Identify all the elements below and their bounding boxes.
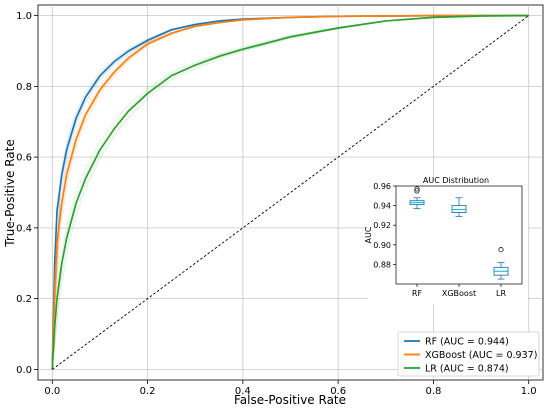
roc-curves <box>51 14 529 370</box>
y-tick-label: 0.0 <box>16 365 32 376</box>
inset-x-ticks: RF XGBoost LR <box>412 284 506 298</box>
inset-y-axis-title: AUC <box>364 226 373 243</box>
roc-curve-2 <box>51 14 529 370</box>
inset-x-tick-label: LR <box>496 289 506 298</box>
inset-boxplots <box>409 186 509 280</box>
inset-box-lr <box>493 247 509 280</box>
x-tick-label: 1.0 <box>521 386 537 397</box>
inset-y-tick-label: 0.94 <box>373 202 391 211</box>
y-tick-label: 1.0 <box>16 11 32 22</box>
legend-label: XGBoost (AUC = 0.937) <box>425 350 537 361</box>
legend: RF (AUC = 0.944) XGBoost (AUC = 0.937) LR … <box>397 331 540 377</box>
inset-title: AUC Distribution <box>423 176 489 185</box>
outlier-point <box>498 247 504 253</box>
legend-frame <box>397 331 540 377</box>
inset-y-tick-label: 0.96 <box>373 182 391 191</box>
y-tick-label: 0.6 <box>16 153 32 164</box>
outlier-point <box>414 186 420 192</box>
y-tick-label: 0.2 <box>16 294 32 305</box>
x-tick-label: 0.8 <box>425 386 441 397</box>
x-axis-title: False-Positive Rate <box>234 393 346 407</box>
inset-y-ticks: 0.88 0.90 0.92 0.94 0.96 <box>373 182 396 269</box>
y-axis-ticks: 0.0 0.2 0.4 0.6 0.8 1.0 <box>16 11 38 376</box>
inset-y-tick-label: 0.92 <box>373 221 391 230</box>
y-tick-label: 0.4 <box>16 223 32 234</box>
x-tick-label: 0.4 <box>235 386 251 397</box>
legend-label: RF (AUC = 0.944) <box>425 337 509 348</box>
roc-curve-1 <box>51 14 529 370</box>
inset-box-rf <box>409 186 425 209</box>
y-tick-label: 0.8 <box>16 82 32 93</box>
legend-label: LR (AUC = 0.874) <box>425 364 509 375</box>
x-tick-label: 0.2 <box>140 386 156 397</box>
inset-x-tick-label: RF <box>412 289 423 298</box>
inset-x-tick-label: XGBoost <box>442 289 476 298</box>
auc-distribution-inset: AUC Distribution AUC 0.88 0.90 0.92 0.94 0.9… <box>364 176 528 304</box>
inset-y-tick-label: 0.90 <box>373 241 391 250</box>
y-axis-title: True-Positive Rate <box>3 139 17 247</box>
outlier-point <box>414 188 420 194</box>
x-axis-ticks: 0.0 0.2 0.4 0.6 0.8 1.0 <box>44 380 537 397</box>
x-tick-label: 0.6 <box>330 386 346 397</box>
grid <box>38 5 543 380</box>
x-tick-label: 0.0 <box>44 386 60 397</box>
inset-box-xgboost <box>451 197 467 217</box>
inset-y-tick-label: 0.88 <box>373 260 391 269</box>
